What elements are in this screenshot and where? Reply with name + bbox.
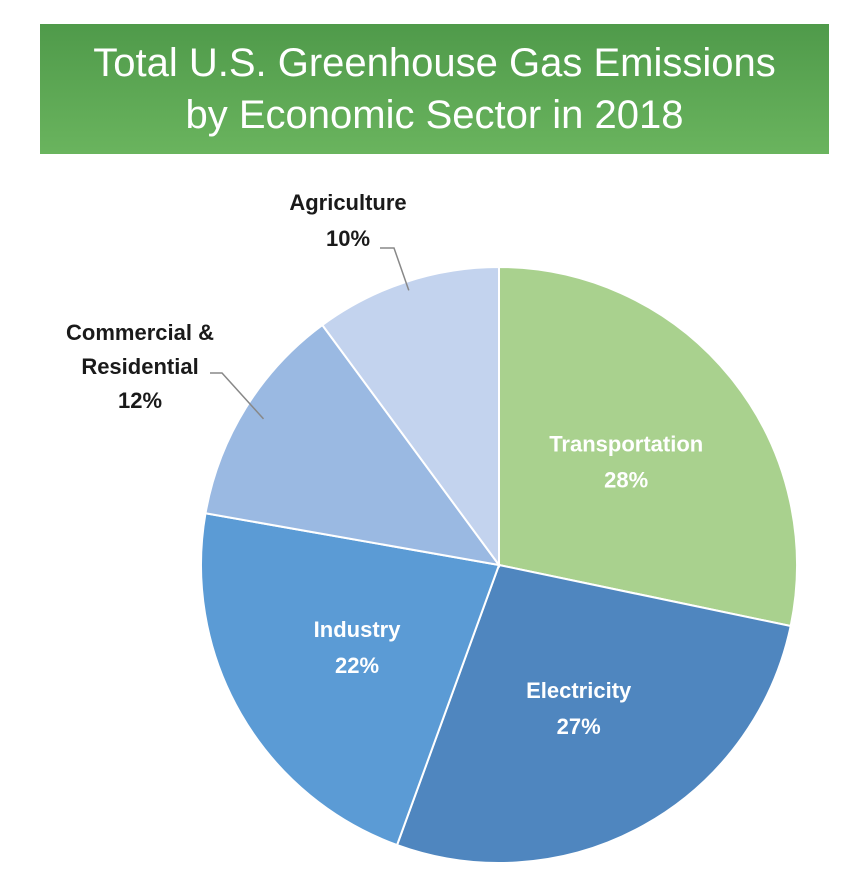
- slice-label-agriculture: Agriculture 10%: [289, 190, 406, 251]
- slice-label-industry: Industry 22%: [314, 617, 402, 678]
- leader-line-agriculture: [380, 247, 410, 291]
- slice-name-label-electricity: Electricity: [526, 678, 632, 703]
- chart-title-banner: Total U.S. Greenhouse Gas Emissions by E…: [40, 24, 829, 154]
- slice-value-label-electricity: 27%: [557, 714, 601, 739]
- slice-label-electricity: Electricity 27%: [526, 678, 632, 739]
- pie-slice-industry: [200, 512, 501, 847]
- slice-name-label-industry: Industry: [314, 617, 402, 642]
- slice-value-label-agriculture: 10%: [326, 226, 370, 251]
- pie-slice-electricity: [395, 563, 792, 864]
- slice-value-label-commercial-residential: 12%: [118, 388, 162, 413]
- slice-name-label-commercial-residential: Commercial &: [66, 320, 214, 345]
- slice-name-label-agriculture: Agriculture: [289, 190, 406, 215]
- chart-title-line-2: by Economic Sector in 2018: [185, 93, 684, 137]
- slice-label-commercial-residential: Commercial & Residential 12%: [66, 320, 214, 413]
- pie-slice-transportation: [498, 265, 798, 628]
- slice-label-transportation: Transportation 28%: [549, 432, 703, 493]
- slice-name-label-transportation: Transportation: [549, 432, 703, 457]
- leader-line-commercial-residential: [210, 372, 265, 420]
- chart-title-line-1: Total U.S. Greenhouse Gas Emissions: [93, 41, 776, 85]
- slice-value-label-transportation: 28%: [604, 468, 648, 493]
- slice-name-label-commercial-residential: Residential: [81, 354, 198, 379]
- pie-slice-commercial-residential: [204, 323, 502, 567]
- slice-value-label-industry: 22%: [335, 653, 379, 678]
